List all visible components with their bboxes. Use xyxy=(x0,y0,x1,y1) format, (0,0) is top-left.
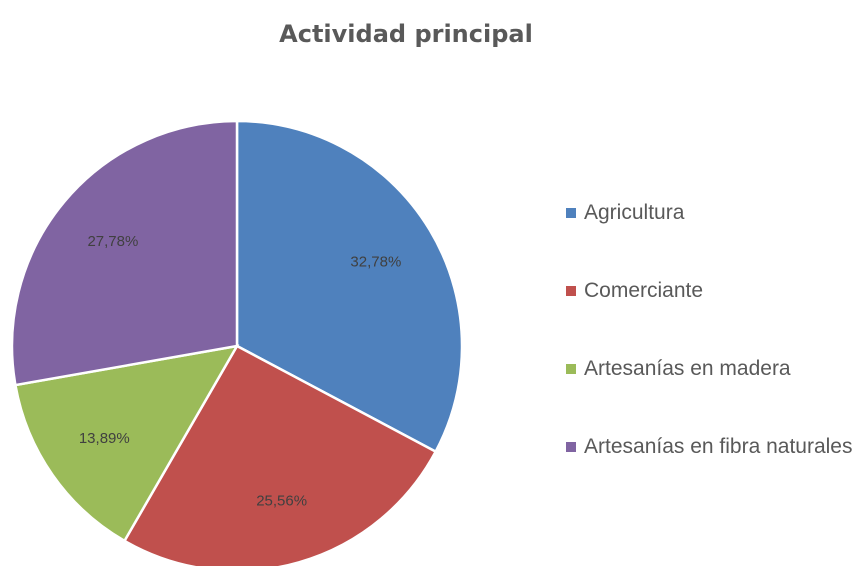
legend-item: Agricultura xyxy=(566,198,858,227)
legend-swatch xyxy=(566,442,576,452)
legend-label: Comerciante xyxy=(584,279,704,302)
value-label: 27,78% xyxy=(87,233,138,250)
legend-item: Comerciante xyxy=(566,276,858,305)
legend-swatch xyxy=(566,286,576,296)
legend-label: Agricultura xyxy=(584,201,685,224)
legend: Agricultura Comerciante Artesanías en made… xyxy=(566,198,858,510)
value-label: 32,78% xyxy=(350,254,401,271)
legend-swatch xyxy=(566,364,576,374)
legend-item: Artesanías en madera xyxy=(566,354,858,383)
pie-slice xyxy=(10,119,239,387)
value-label: 13,89% xyxy=(79,430,130,447)
pie-slice xyxy=(122,344,438,566)
legend-label: Artesanías en madera xyxy=(584,357,791,380)
legend-swatch xyxy=(566,208,576,218)
legend-label: Artesanías en fibra naturales xyxy=(584,435,853,458)
pie-slice xyxy=(13,344,240,543)
chart-title: Actividad principal xyxy=(279,20,533,48)
pie-slice xyxy=(235,119,464,454)
value-label: 25,56% xyxy=(256,493,307,510)
legend-item: Artesanías en fibra naturales xyxy=(566,432,858,461)
